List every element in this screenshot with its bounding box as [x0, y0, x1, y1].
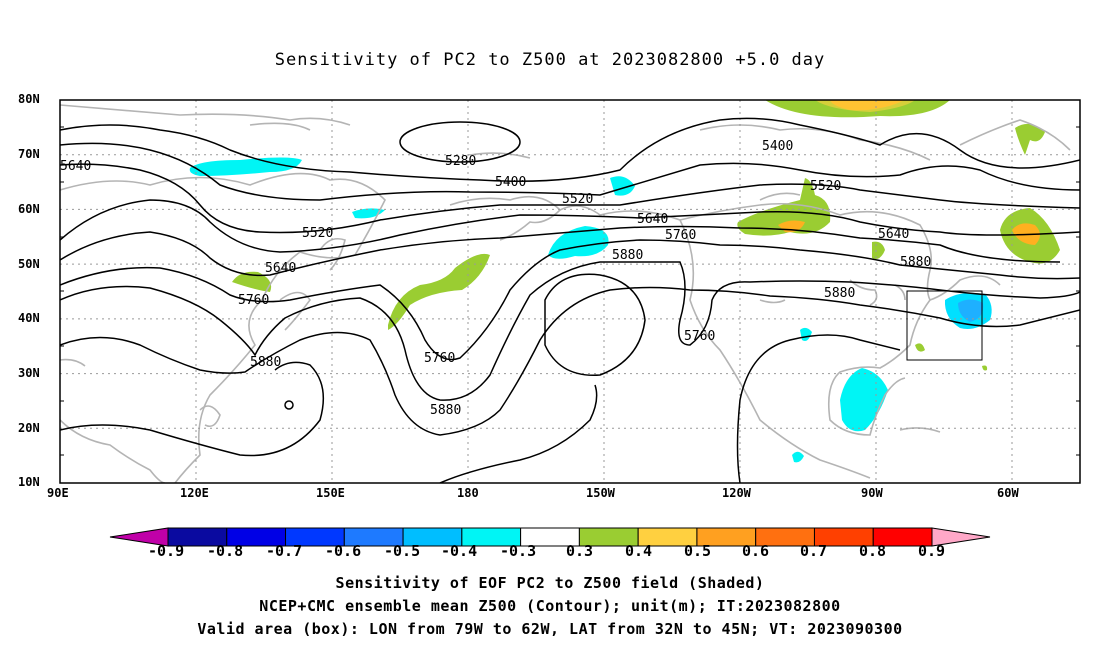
- contour-label: 5400: [762, 139, 793, 154]
- contour-label: 5520: [810, 179, 841, 194]
- colorbar-label: -0.7: [266, 542, 303, 560]
- contour-label: 5400: [495, 175, 526, 190]
- lon-label: 90E: [47, 486, 69, 500]
- lon-label: 150W: [586, 486, 615, 500]
- contour-label: 5880: [612, 248, 643, 263]
- lat-label: 20N: [18, 421, 40, 435]
- lat-label: 70N: [18, 147, 40, 161]
- colorbar-label: -0.5: [384, 542, 421, 560]
- z500-contours: [60, 117, 1080, 483]
- shade-green-pacific1: [388, 253, 490, 330]
- lat-label: 10N: [18, 475, 40, 489]
- caption-valid-area: Valid area (box): LON from 79W to 62W, L…: [197, 620, 903, 638]
- contour-label: 5640: [878, 227, 909, 242]
- lat-label: 30N: [18, 366, 40, 380]
- contour-labels: 5280 5400 5400 5520 5520 5520 5640 5640 …: [60, 139, 931, 418]
- colorbar-label: -0.4: [441, 542, 478, 560]
- lon-label: 60W: [997, 486, 1019, 500]
- colorbar-label: -0.8: [207, 542, 244, 560]
- lat-label: 80N: [18, 92, 40, 106]
- contour-label: 5760: [665, 228, 696, 243]
- lon-label: 150E: [316, 486, 345, 500]
- lat-label: 40N: [18, 311, 40, 325]
- contour-label: 5640: [265, 261, 296, 276]
- colorbar-label: 0.4: [625, 542, 653, 560]
- contour-label: 5520: [302, 226, 333, 241]
- colorbar-label: -0.3: [500, 542, 537, 560]
- valid-area-box: [906, 290, 983, 361]
- colorbar-label: 0.5: [684, 542, 712, 560]
- contour-label: 5880: [430, 403, 461, 418]
- contour-label: 5760: [238, 293, 269, 308]
- colorbar-label: -0.6: [325, 542, 362, 560]
- lat-label: 60N: [18, 202, 40, 216]
- contour-label: 5280: [445, 154, 476, 169]
- contour-label: 5640: [60, 159, 91, 174]
- tick-marks: [60, 126, 1080, 456]
- lon-label: 120E: [180, 486, 209, 500]
- colorbar-label: 0.9: [918, 542, 946, 560]
- lon-label: 120W: [722, 486, 751, 500]
- colorbar-label: 0.7: [800, 542, 828, 560]
- shade-cyan-okhotsk: [352, 208, 385, 219]
- grid-lines: [60, 100, 1080, 483]
- shade-cyan-siberia: [189, 157, 302, 176]
- shade-cyan-pacific-mx: [792, 451, 804, 463]
- colorbar: [109, 527, 991, 547]
- shade-green-japan: [232, 271, 272, 292]
- colorbar-label: 0.8: [859, 542, 887, 560]
- contour-label: 5880: [250, 355, 281, 370]
- caption-shaded: Sensitivity of EOF PC2 to Z500 field (Sh…: [335, 574, 765, 592]
- colorbar-label: -0.9: [148, 542, 185, 560]
- lon-label: 90W: [861, 486, 883, 500]
- shade-cyan-mexico: [800, 327, 812, 341]
- shade-green-box: [915, 343, 925, 352]
- shade-cyan-gulf-alaska: [548, 226, 609, 259]
- shade-green-atlantic: [982, 365, 988, 371]
- shade-green-greenland: [1015, 123, 1045, 155]
- lat-label: 50N: [18, 257, 40, 271]
- shade-green-plains: [872, 241, 885, 259]
- contour-label: 5760: [684, 329, 715, 344]
- shade-cyan-eastcoast-core: [958, 299, 984, 322]
- shade-yellow-arctic: [815, 100, 915, 112]
- colorbar-label: 0.3: [566, 542, 594, 560]
- map-title: Sensitivity of PC2 to Z500 at 2023082800…: [274, 50, 826, 70]
- lon-label: 180: [457, 486, 479, 500]
- shade-green-canada: [737, 178, 831, 236]
- contour-label: 5880: [824, 286, 855, 301]
- contour-label: 5880: [900, 255, 931, 270]
- contour-label: 5760: [424, 351, 455, 366]
- contour-label: 5520: [562, 192, 593, 207]
- contour-label: 5640: [637, 212, 668, 227]
- colorbar-high-arrow: [931, 527, 991, 547]
- shade-cyan-gulf: [840, 368, 888, 432]
- caption-contour: NCEP+CMC ensemble mean Z500 (Contour); u…: [259, 597, 841, 615]
- colorbar-label: 0.6: [742, 542, 770, 560]
